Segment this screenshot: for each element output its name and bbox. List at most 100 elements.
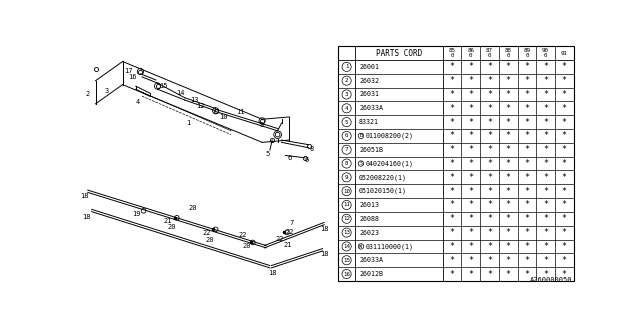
Text: *: * xyxy=(524,214,529,223)
Text: 26088: 26088 xyxy=(359,216,379,222)
Text: *: * xyxy=(562,187,567,196)
Text: *: * xyxy=(543,159,548,168)
Text: *: * xyxy=(543,214,548,223)
Text: *: * xyxy=(543,187,548,196)
Text: *: * xyxy=(543,228,548,237)
Text: *: * xyxy=(487,118,492,127)
Text: *: * xyxy=(506,62,511,71)
Text: 85
0: 85 0 xyxy=(449,48,456,58)
Text: 18: 18 xyxy=(320,251,328,257)
Text: *: * xyxy=(506,201,511,210)
Text: 22: 22 xyxy=(239,232,247,238)
Text: 040204160(1): 040204160(1) xyxy=(365,160,413,167)
Text: *: * xyxy=(449,145,454,154)
Text: 89
0: 89 0 xyxy=(524,48,531,58)
Text: W: W xyxy=(360,244,362,249)
Text: *: * xyxy=(468,76,473,85)
Text: 5: 5 xyxy=(266,151,269,157)
Text: *: * xyxy=(487,104,492,113)
Text: *: * xyxy=(468,214,473,223)
Text: 7: 7 xyxy=(289,220,294,226)
Text: 6: 6 xyxy=(287,155,291,161)
Text: *: * xyxy=(562,132,567,140)
Text: *: * xyxy=(524,132,529,140)
Text: 4: 4 xyxy=(345,106,348,111)
Text: *: * xyxy=(449,269,454,278)
Text: *: * xyxy=(543,256,548,265)
Text: *: * xyxy=(543,132,548,140)
Text: *: * xyxy=(562,159,567,168)
Text: 83321: 83321 xyxy=(359,119,379,125)
Text: A260000050: A260000050 xyxy=(530,277,572,283)
Text: *: * xyxy=(506,132,511,140)
Text: 21: 21 xyxy=(284,242,292,248)
Text: 26033A: 26033A xyxy=(359,257,383,263)
Text: 052008220(1): 052008220(1) xyxy=(359,174,407,180)
Bar xyxy=(338,46,573,281)
Text: *: * xyxy=(487,242,492,251)
Text: 18: 18 xyxy=(82,214,90,220)
Text: 2: 2 xyxy=(86,91,90,97)
Text: *: * xyxy=(449,228,454,237)
Text: *: * xyxy=(562,145,567,154)
Text: *: * xyxy=(524,118,529,127)
Text: *: * xyxy=(562,76,567,85)
Text: 6: 6 xyxy=(345,133,348,139)
Text: *: * xyxy=(449,256,454,265)
Text: 20: 20 xyxy=(188,205,196,211)
Text: 26013: 26013 xyxy=(359,202,379,208)
Text: *: * xyxy=(562,201,567,210)
Text: *: * xyxy=(562,90,567,99)
Text: *: * xyxy=(543,145,548,154)
Text: 13: 13 xyxy=(343,230,350,235)
Text: *: * xyxy=(562,104,567,113)
Text: 22: 22 xyxy=(276,236,284,242)
Text: 16: 16 xyxy=(129,74,137,80)
Text: *: * xyxy=(468,118,473,127)
Text: *: * xyxy=(449,76,454,85)
Text: 20: 20 xyxy=(206,237,214,243)
Text: 22: 22 xyxy=(285,229,294,236)
Text: *: * xyxy=(543,118,548,127)
Text: *: * xyxy=(543,269,548,278)
Text: 26032: 26032 xyxy=(359,78,379,84)
Text: *: * xyxy=(487,201,492,210)
Text: *: * xyxy=(506,159,511,168)
Text: *: * xyxy=(524,201,529,210)
Text: *: * xyxy=(562,173,567,182)
Text: *: * xyxy=(543,242,548,251)
Text: 7: 7 xyxy=(345,147,348,152)
Text: *: * xyxy=(524,159,529,168)
Text: *: * xyxy=(487,159,492,168)
Text: *: * xyxy=(562,269,567,278)
Text: *: * xyxy=(468,269,473,278)
Text: 011008200(2): 011008200(2) xyxy=(365,133,413,139)
Text: *: * xyxy=(468,145,473,154)
Text: *: * xyxy=(543,173,548,182)
Text: 15: 15 xyxy=(159,83,168,89)
Text: *: * xyxy=(506,173,511,182)
Text: 18: 18 xyxy=(81,193,89,199)
Text: *: * xyxy=(524,187,529,196)
Text: 2: 2 xyxy=(345,78,348,83)
Text: 11: 11 xyxy=(236,108,244,115)
Text: *: * xyxy=(487,214,492,223)
Text: *: * xyxy=(487,173,492,182)
Text: 20: 20 xyxy=(243,243,251,249)
Text: *: * xyxy=(524,242,529,251)
Text: *: * xyxy=(524,256,529,265)
Text: *: * xyxy=(468,104,473,113)
Text: 13: 13 xyxy=(191,97,199,103)
Text: 22: 22 xyxy=(202,230,211,236)
Text: B: B xyxy=(360,133,362,139)
Text: 4: 4 xyxy=(136,99,140,105)
Text: *: * xyxy=(468,228,473,237)
Text: *: * xyxy=(562,242,567,251)
Text: *: * xyxy=(524,228,529,237)
Text: 031110000(1): 031110000(1) xyxy=(365,243,413,250)
Text: *: * xyxy=(468,62,473,71)
Text: *: * xyxy=(449,159,454,168)
Text: *: * xyxy=(524,62,529,71)
Text: 20: 20 xyxy=(167,224,176,230)
Text: 5: 5 xyxy=(345,120,348,124)
